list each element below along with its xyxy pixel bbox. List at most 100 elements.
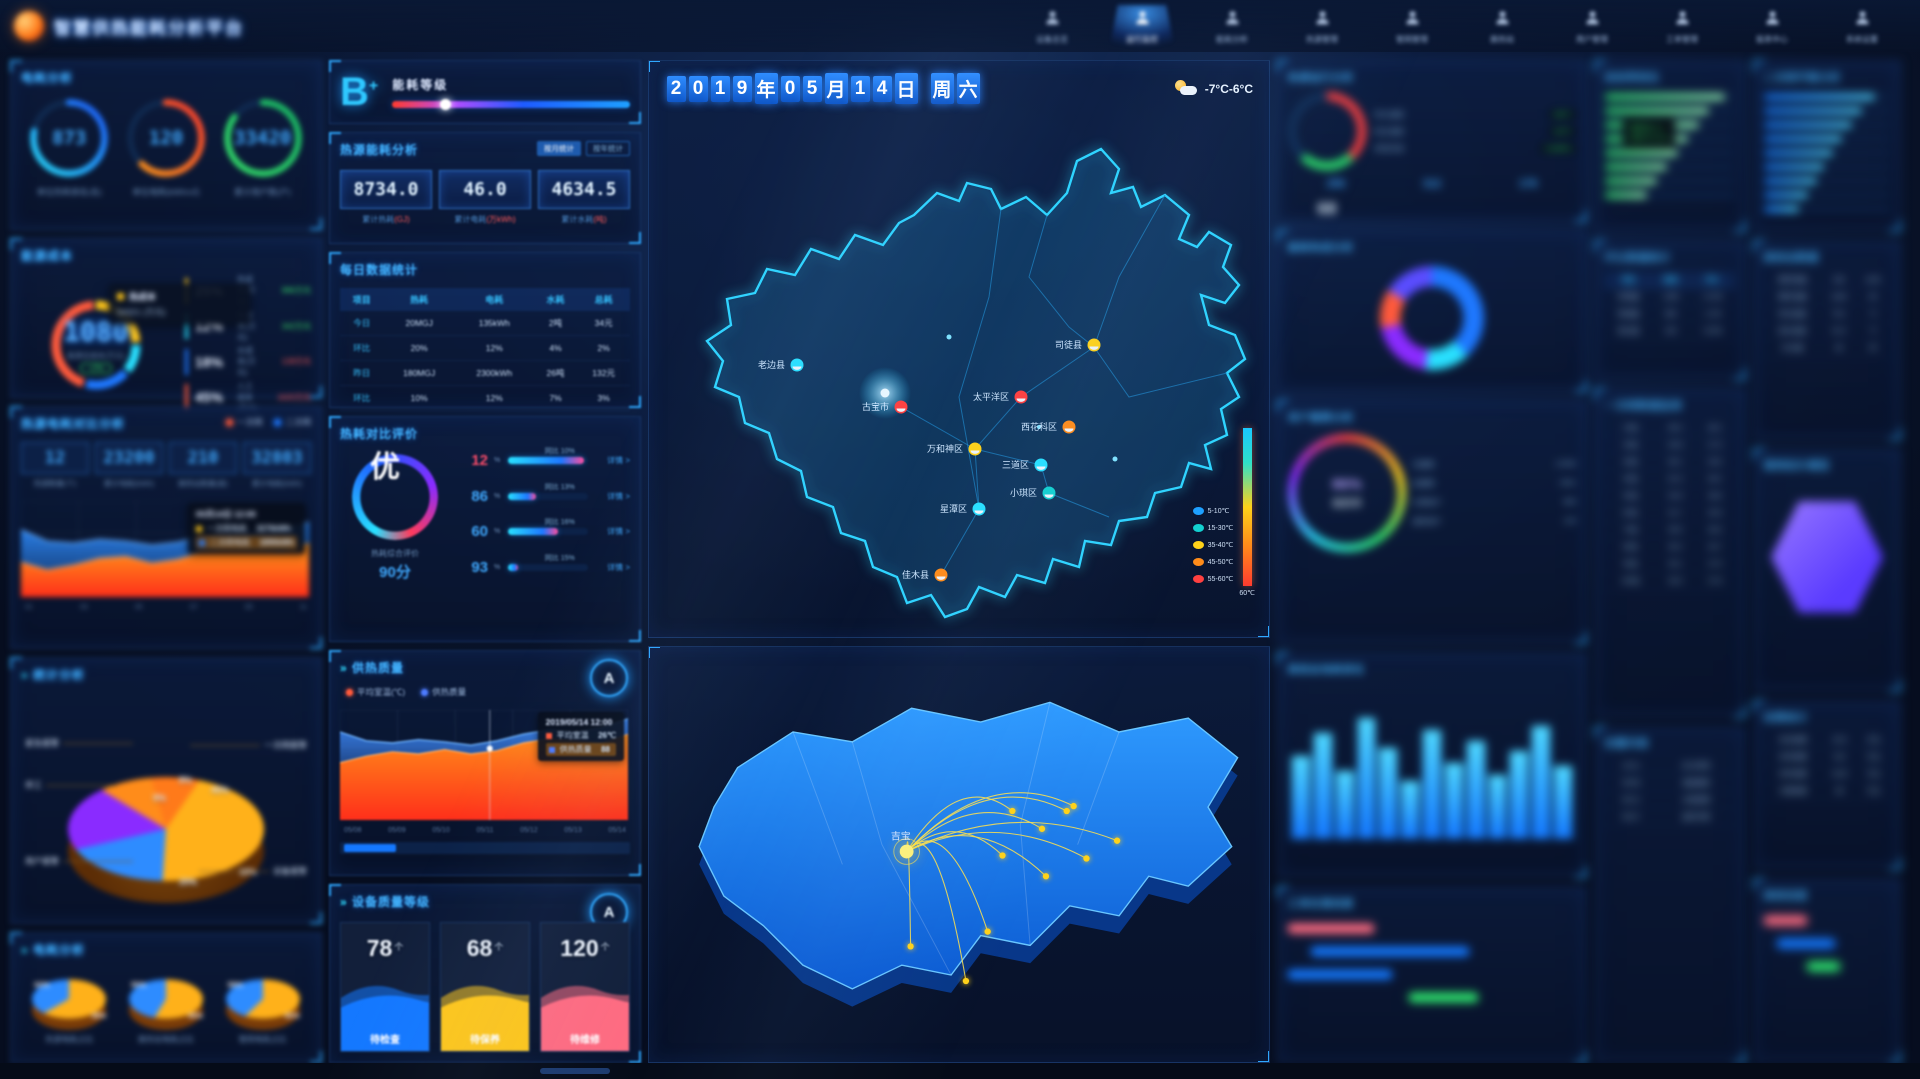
nav-item-4[interactable]: 管网管理 xyxy=(1380,5,1444,47)
tab-0[interactable]: 按月统计 xyxy=(537,141,581,156)
progress-rows xyxy=(1288,924,1576,1002)
table-cell: 3#站 xyxy=(1605,453,1656,471)
table-header-row: 项目 数值 环比 xyxy=(1605,272,1735,289)
map-marker[interactable]: 佳木县 xyxy=(902,568,948,582)
legend-row: 未缴费 2301 xyxy=(1412,478,1576,488)
tab-1[interactable]: 按年统计 xyxy=(586,141,630,156)
map-marker[interactable]: 古宝市 xyxy=(862,400,908,414)
map-marker[interactable]: 太平洋区 xyxy=(973,390,1028,404)
date-char: 0 xyxy=(780,75,800,102)
table-cell: 1260 xyxy=(1652,288,1690,306)
table-cell: 32.6 xyxy=(1821,732,1858,749)
table-cell: 34元 xyxy=(577,311,630,336)
table-cell: 欠费金额 xyxy=(1764,782,1822,800)
person-icon xyxy=(1404,9,1421,31)
bar xyxy=(1292,755,1310,838)
cost-tooltip: 热成本 54321 (万元) xyxy=(109,284,250,324)
card-action-button[interactable]: 待检查 xyxy=(341,1025,429,1051)
table-cell: 7% xyxy=(533,385,578,411)
legend-item: 35-40℃ xyxy=(1192,541,1233,549)
nav-item-0[interactable]: 设备总览 xyxy=(1020,5,1084,47)
detail-link[interactable]: 详情 > xyxy=(607,527,630,537)
nav-item-label: 设备总览 xyxy=(1036,35,1068,44)
detail-link[interactable]: 详情 > xyxy=(607,456,630,465)
item-color-bar xyxy=(185,348,188,375)
table-row: 昨日 180MGJ 2300kWh 26吨 132元 xyxy=(340,360,630,386)
area-chart: 01 03 05 07 09 11 05月14日 12:00 一次网电耗 3276kWh … xyxy=(20,500,311,611)
foot-number: 312 xyxy=(1422,178,1442,190)
panel-title: 工单处理进度 xyxy=(1288,899,1354,910)
bar xyxy=(1764,108,1863,114)
chart-scrollbar[interactable] xyxy=(340,842,630,854)
legend-item: 15-30℃ xyxy=(1192,524,1233,532)
map-marker[interactable]: 小琪区 xyxy=(1010,486,1056,500)
legend-temp-icon xyxy=(1192,558,1204,566)
nav-item-7[interactable]: 工单管理 xyxy=(1650,5,1714,47)
table-cell: t/h xyxy=(1856,339,1890,357)
nav-item-6[interactable]: 用户管理 xyxy=(1560,5,1624,47)
mini-table: 项目 数值 环比 供热量 1260 +2.3% 耗电量 860 -1.2% 耗水量 320 +0.8% xyxy=(1605,272,1735,340)
map-marker[interactable]: 三道区 xyxy=(1002,458,1048,472)
callout-line xyxy=(63,743,134,744)
grade-letter: B+ xyxy=(340,70,379,114)
map-marker[interactable]: 老边县 xyxy=(758,358,804,372)
table-cell: 65.2 xyxy=(1655,420,1696,437)
table-cell: t/h xyxy=(1856,288,1890,306)
date-char: 9 xyxy=(732,75,752,102)
column-right-1: 热源运行分析 68 供水温度 85℃ 回水温度 52℃ 供回压差 0.6MPa 256 31… xyxy=(1277,60,1587,1063)
table-cell: 本年收费 xyxy=(1764,765,1822,783)
bottom-scrollbar[interactable] xyxy=(0,1063,1920,1079)
bar-row xyxy=(1764,94,1890,100)
marker-label: 西花科区 xyxy=(1021,421,1057,432)
panel-heating-quality: 供热质量 A 平均室温(℃) 供热质量 05/0805/0905/1005/110… xyxy=(329,650,641,876)
item-percent: 18% xyxy=(195,353,224,370)
callout-line xyxy=(198,871,269,872)
date-char: 2 xyxy=(666,75,686,102)
nav-item-9[interactable]: 系统设置 xyxy=(1830,5,1894,47)
nav-item-2[interactable]: 能耗分析 xyxy=(1200,5,1264,47)
table-cell: 66.1 xyxy=(1655,453,1696,471)
card-action-button[interactable]: 待维修 xyxy=(541,1025,629,1051)
detail-link[interactable]: 详情 > xyxy=(607,562,630,572)
map-marker[interactable]: 司徒县 xyxy=(1055,338,1101,352)
evaluation-row: 93% 同比 15% 详情 > xyxy=(458,555,630,576)
nav-item-1[interactable]: 运行监控 xyxy=(1110,5,1174,47)
legend-row: 减免用户 120 xyxy=(1412,516,1576,526)
detail-link[interactable]: 详情 > xyxy=(607,491,630,501)
callout-line xyxy=(190,745,261,746)
date-char: 日 xyxy=(894,73,918,104)
bar-row xyxy=(1605,150,1735,156)
nav-item-8[interactable]: 报表中心 xyxy=(1740,5,1804,47)
table-cell: 08:47 xyxy=(1605,808,1658,826)
bottom-scroll-handle[interactable] xyxy=(540,1068,610,1074)
table-cell: 耗电量 xyxy=(1605,305,1653,323)
grade-a-badge[interactable]: A xyxy=(590,659,628,697)
mini-pie: 55% 45% 换热站电耗占比 xyxy=(120,966,212,1045)
map-marker[interactable]: 西花科区 xyxy=(1021,420,1076,434)
card-action-button[interactable]: 待保养 xyxy=(441,1025,529,1051)
nav-item-5[interactable]: 换热站 xyxy=(1470,5,1534,47)
evaluation-score: 90分 xyxy=(379,564,411,581)
nav-item-3[interactable]: 热源管理 xyxy=(1290,5,1354,47)
panel-title: 换热站电耗排名 xyxy=(1288,665,1365,676)
rainbow-ring: 86% 缴费率 xyxy=(1288,434,1406,552)
mini-pie-label: 换热站电耗占比 xyxy=(137,1035,194,1044)
nav-item-label: 用户管理 xyxy=(1576,35,1608,44)
logo-flame-icon xyxy=(14,11,44,41)
chart-legend: 平均室温(℃) 供热质量 xyxy=(346,686,630,698)
device-card: 120 个 待维修 xyxy=(540,922,630,1052)
table-cell: 10#站 xyxy=(1605,572,1656,590)
tooltip-swatch xyxy=(117,293,124,300)
bar xyxy=(1764,192,1809,198)
ring-gauge: 120 单位电耗(kWh/㎡) xyxy=(120,96,212,198)
table-cell: 3% xyxy=(577,385,630,411)
map-marker[interactable]: 星潭区 xyxy=(940,502,986,516)
mini-pie: 62% 38% 热源电耗占比 xyxy=(23,966,115,1045)
map-marker[interactable]: 万和神区 xyxy=(927,442,982,456)
scrollbar-handle[interactable] xyxy=(344,844,396,852)
energy-stat-label: 累计热耗(GJ) xyxy=(362,215,410,224)
table-row: 本月收费 512 万元 xyxy=(1764,748,1890,766)
table-cell: 20MGJ xyxy=(383,311,455,336)
table-cell: 补水量 xyxy=(1764,339,1822,357)
